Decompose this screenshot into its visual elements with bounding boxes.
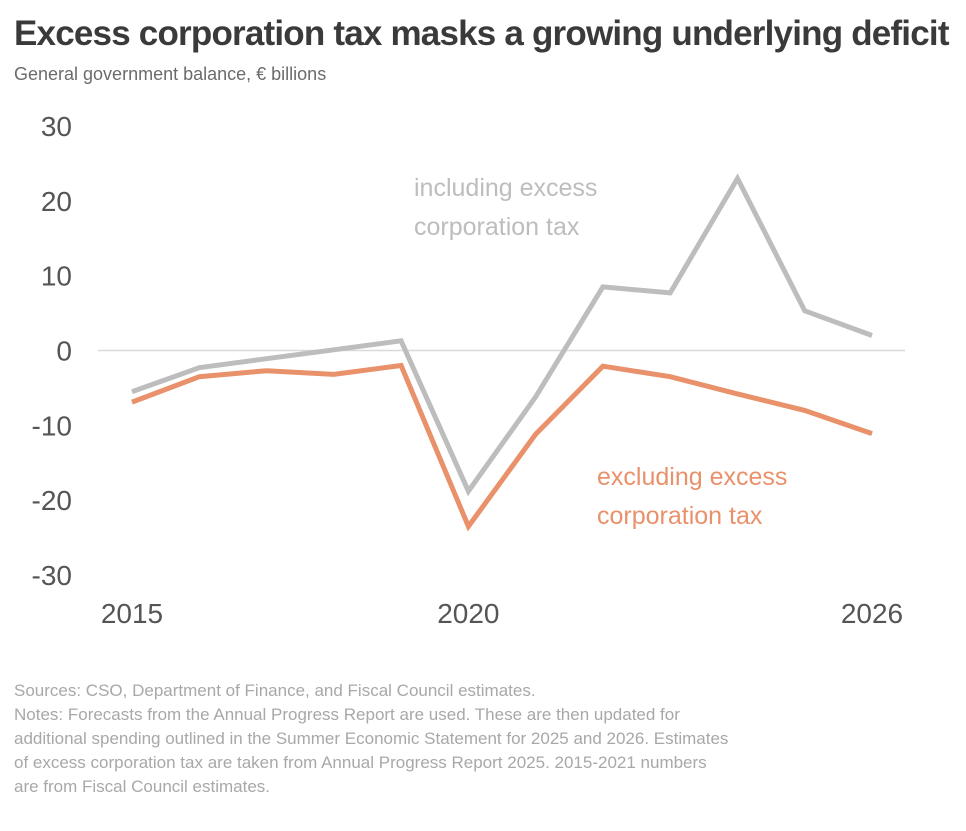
notes-line: Notes: Forecasts from the Annual Progres… <box>14 705 680 724</box>
y-tick-label: -10 <box>32 410 72 441</box>
series-label-including: including excess <box>414 174 597 202</box>
chart-title: Excess corporation tax masks a growing u… <box>14 14 949 53</box>
y-tick-label: 20 <box>41 186 72 217</box>
chart-footer: Sources: CSO, Department of Finance, and… <box>14 679 914 799</box>
series-line-excluding <box>131 362 873 532</box>
series-label-excluding: excluding excess <box>597 463 787 491</box>
notes-line: additional spending outlined in the Summ… <box>14 729 729 748</box>
series-label-excluding: corporation tax <box>597 502 763 530</box>
notes-line: of excess corporation tax are taken from… <box>14 753 707 772</box>
y-tick-label: 0 <box>56 336 72 367</box>
series-line-including <box>131 173 873 497</box>
chart-subtitle: General government balance, € billions <box>14 64 327 84</box>
sources-note: Sources: CSO, Department of Finance, and… <box>14 681 536 700</box>
y-tick-label: -20 <box>32 485 72 516</box>
notes-line: are from Fiscal Council estimates. <box>14 777 271 796</box>
y-tick-label: 10 <box>41 261 72 292</box>
y-tick-label: 30 <box>41 111 72 142</box>
x-tick-label: 2026 <box>841 598 903 629</box>
line-chart: 30 20 10 0 -10 -20 -30 2015 2020 2026 including ex… <box>32 111 905 629</box>
series-label-including: corporation tax <box>414 213 580 241</box>
x-tick-label: 2015 <box>101 598 163 629</box>
y-tick-label: -30 <box>32 560 72 591</box>
x-tick-label: 2020 <box>437 598 499 629</box>
